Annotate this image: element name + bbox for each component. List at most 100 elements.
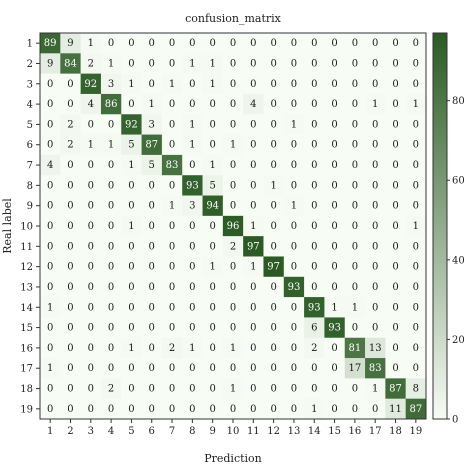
cell-value-label: 0 xyxy=(169,180,175,191)
cell-value-label: 0 xyxy=(372,140,378,151)
cell-value-label: 0 xyxy=(291,404,297,415)
cell-value-label: 0 xyxy=(352,201,358,212)
heatmap-cell xyxy=(324,256,346,278)
cell-value-label: 1 xyxy=(413,99,419,110)
cell-value-label: 0 xyxy=(230,160,236,171)
heatmap-cell xyxy=(40,53,61,74)
cell-value-label: 0 xyxy=(331,99,337,110)
heatmap-cell xyxy=(40,297,61,318)
heatmap-cell xyxy=(243,297,264,318)
cell-value-label: 0 xyxy=(67,160,73,171)
heatmap-cell xyxy=(405,114,427,135)
heatmap-cell xyxy=(365,154,386,176)
cell-value-label: 0 xyxy=(291,384,297,395)
cell-value-label: 0 xyxy=(270,99,276,110)
heatmap-cell xyxy=(141,53,163,74)
heatmap-cell xyxy=(243,398,264,420)
cell-value-label: 93 xyxy=(308,302,321,313)
cell-value-label: 1 xyxy=(128,343,134,354)
cell-value-label: 2 xyxy=(108,384,114,395)
heatmap-cell xyxy=(263,378,285,399)
cell-value-label: 0 xyxy=(169,262,175,273)
heatmap-cell xyxy=(304,276,325,298)
heatmap-cell xyxy=(365,73,386,95)
cell-value-label: 0 xyxy=(331,384,337,395)
x-tick-label: 6 xyxy=(149,426,155,437)
heatmap-cell xyxy=(141,33,163,54)
heatmap-cell xyxy=(161,215,183,237)
cell-value-label: 0 xyxy=(392,201,398,212)
cell-value-label: 0 xyxy=(392,262,398,273)
chart-title: confusion_matrix xyxy=(185,12,282,25)
heatmap-cell xyxy=(243,114,264,135)
heatmap-cell xyxy=(243,236,264,257)
cell-value-label: 1 xyxy=(128,221,134,232)
heatmap-cell xyxy=(385,134,406,156)
heatmap-cell xyxy=(141,276,163,298)
cell-value-label: 1 xyxy=(291,201,297,212)
cell-value-label: 0 xyxy=(250,323,256,334)
heatmap-cell xyxy=(263,317,285,339)
heatmap-cell xyxy=(304,195,325,217)
heatmap-cell xyxy=(222,175,244,196)
heatmap-cell xyxy=(161,398,183,420)
cell-value-label: 0 xyxy=(331,343,337,354)
cell-value-label: 0 xyxy=(331,282,337,293)
cell-value-label: 0 xyxy=(352,384,358,395)
cell-value-label: 0 xyxy=(291,99,297,110)
heatmap-cell xyxy=(263,73,285,95)
cell-value-label: 0 xyxy=(108,282,114,293)
cell-value-label: 0 xyxy=(189,99,195,110)
cell-value-label: 0 xyxy=(67,262,73,273)
y-tick-label: 12 xyxy=(20,262,33,273)
cell-value-label: 0 xyxy=(392,180,398,191)
cell-value-label: 0 xyxy=(250,282,256,293)
cell-value-label: 0 xyxy=(413,79,419,90)
cell-value-label: 0 xyxy=(47,79,53,90)
heatmap-cell xyxy=(344,154,366,176)
y-tick-label: 1 xyxy=(27,39,33,50)
colorbar-tick-label: 0 xyxy=(452,415,458,426)
cell-value-label: 0 xyxy=(67,282,73,293)
heatmap-cell xyxy=(365,398,386,420)
cell-value-label: 0 xyxy=(209,99,215,110)
heatmap-cell xyxy=(40,378,61,399)
cell-value-label: 0 xyxy=(209,140,215,151)
heatmap-cell xyxy=(161,195,183,217)
heatmap-cell xyxy=(405,215,427,237)
heatmap-cell xyxy=(161,93,183,115)
heatmap-cell xyxy=(121,33,142,54)
cell-value-label: 0 xyxy=(209,343,215,354)
colorbar-ticks: 0 20 40 60 80 xyxy=(447,96,465,426)
cell-value-label: 0 xyxy=(372,160,378,171)
cell-value-label: 0 xyxy=(209,38,215,49)
cell-value-label: 0 xyxy=(88,384,94,395)
cell-value-label: 0 xyxy=(67,221,73,232)
heatmap-cell xyxy=(80,134,102,156)
cell-value-label: 87 xyxy=(145,140,158,151)
heatmap-cell xyxy=(100,276,122,298)
cell-value-label: 0 xyxy=(352,241,358,252)
cell-value-label: 0 xyxy=(331,119,337,130)
cell-value-label: 0 xyxy=(270,384,276,395)
heatmap-cell xyxy=(121,317,142,339)
cell-value-label: 0 xyxy=(189,160,195,171)
cell-value-label: 0 xyxy=(352,79,358,90)
cell-value-label: 0 xyxy=(250,38,256,49)
cell-value-label: 0 xyxy=(108,262,114,273)
heatmap-cell xyxy=(324,195,346,217)
cell-value-label: 0 xyxy=(47,343,53,354)
heatmap-cell xyxy=(182,134,203,156)
cell-value-label: 17 xyxy=(349,363,362,374)
heatmap-cell xyxy=(202,276,224,298)
cell-value-label: 0 xyxy=(250,180,256,191)
heatmap-cell xyxy=(243,175,264,196)
heatmap-cell xyxy=(60,53,81,74)
cell-value-label: 0 xyxy=(352,323,358,334)
heatmap-cell xyxy=(304,73,325,95)
cell-value-label: 0 xyxy=(189,241,195,252)
heatmap-cell xyxy=(304,154,325,176)
cell-value-label: 0 xyxy=(47,221,53,232)
heatmap-cell xyxy=(222,236,244,257)
heatmap-cell xyxy=(304,317,325,339)
